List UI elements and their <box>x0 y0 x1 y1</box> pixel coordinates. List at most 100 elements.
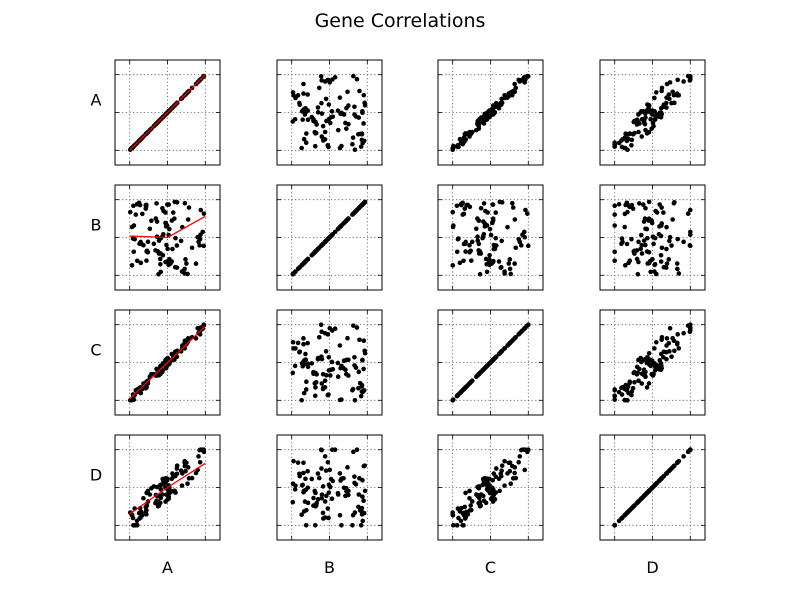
data-point <box>612 223 617 228</box>
data-point <box>456 515 461 521</box>
row-label-d: D <box>90 465 102 484</box>
panel-b-c <box>437 184 544 291</box>
data-point <box>195 325 200 331</box>
data-point <box>301 390 307 396</box>
data-point <box>332 74 338 80</box>
panel-frame <box>276 434 383 541</box>
data-point <box>178 238 184 244</box>
data-point <box>658 233 664 239</box>
data-point <box>612 203 617 209</box>
data-point <box>653 114 658 119</box>
data-point <box>160 205 165 211</box>
data-point <box>201 211 207 216</box>
data-point <box>688 207 693 213</box>
data-point <box>506 261 512 266</box>
data-point <box>329 359 335 365</box>
data-point <box>311 495 316 501</box>
data-point <box>319 447 324 453</box>
data-point <box>663 265 669 270</box>
data-point <box>160 252 166 258</box>
data-point <box>475 493 481 499</box>
data-point <box>653 271 659 277</box>
data-point <box>652 262 657 268</box>
data-point <box>359 509 365 515</box>
data-point <box>505 224 510 230</box>
data-point <box>460 523 466 528</box>
data-point <box>473 226 479 232</box>
data-point <box>667 234 673 240</box>
data-point <box>619 392 625 397</box>
data-point <box>627 379 633 385</box>
data-point <box>652 346 657 351</box>
data-point <box>659 245 665 251</box>
data-point <box>667 325 673 331</box>
data-point <box>323 468 329 473</box>
data-point <box>622 135 628 140</box>
data-point <box>645 354 650 360</box>
data-point <box>344 357 349 363</box>
data-point <box>147 226 153 232</box>
data-point <box>491 109 496 115</box>
data-point <box>658 476 664 482</box>
data-point <box>339 143 344 149</box>
data-point <box>646 199 652 205</box>
data-point <box>156 251 162 256</box>
data-point <box>134 258 140 264</box>
data-point <box>131 203 136 209</box>
data-point <box>165 497 170 502</box>
data-point <box>659 334 665 340</box>
panel-d-d <box>599 434 706 541</box>
data-point <box>182 200 188 206</box>
data-point <box>326 515 331 521</box>
data-point <box>636 239 641 245</box>
data-point <box>468 507 474 513</box>
data-point <box>312 143 318 149</box>
data-point <box>301 91 306 96</box>
data-point <box>345 465 350 470</box>
data-point <box>492 497 498 502</box>
data-point <box>170 474 176 479</box>
data-point <box>305 108 311 113</box>
data-point <box>130 236 136 241</box>
data-point <box>154 201 159 206</box>
data-point <box>300 117 305 122</box>
data-point <box>636 366 642 372</box>
data-point <box>486 485 492 490</box>
data-point <box>624 241 630 247</box>
data-point <box>636 121 642 126</box>
data-point <box>644 249 650 254</box>
data-point <box>612 258 617 264</box>
data-point <box>318 322 324 328</box>
data-point <box>523 207 528 213</box>
data-point <box>481 366 487 372</box>
data-point <box>450 145 456 151</box>
data-point <box>326 490 332 495</box>
data-point <box>131 249 137 255</box>
data-point <box>493 466 499 471</box>
data-point <box>625 131 631 137</box>
data-point <box>301 336 306 341</box>
data-point <box>143 206 149 211</box>
data-point <box>625 202 631 208</box>
data-point <box>329 109 335 114</box>
data-point <box>327 120 333 126</box>
data-point <box>299 483 305 488</box>
data-point <box>134 202 140 207</box>
panel-frame <box>599 184 706 291</box>
data-point <box>131 223 137 228</box>
data-point <box>458 202 464 207</box>
data-point <box>450 397 456 403</box>
panel-frame <box>114 59 221 166</box>
data-point <box>480 115 486 120</box>
data-point <box>675 459 681 465</box>
data-point <box>357 88 362 94</box>
data-point <box>290 370 296 376</box>
data-point <box>638 110 643 115</box>
data-point <box>636 201 642 206</box>
data-point <box>344 488 349 494</box>
data-point <box>319 134 325 139</box>
data-point <box>305 468 310 474</box>
data-point <box>332 447 338 453</box>
data-point <box>144 249 149 254</box>
panel-frame <box>276 59 383 166</box>
